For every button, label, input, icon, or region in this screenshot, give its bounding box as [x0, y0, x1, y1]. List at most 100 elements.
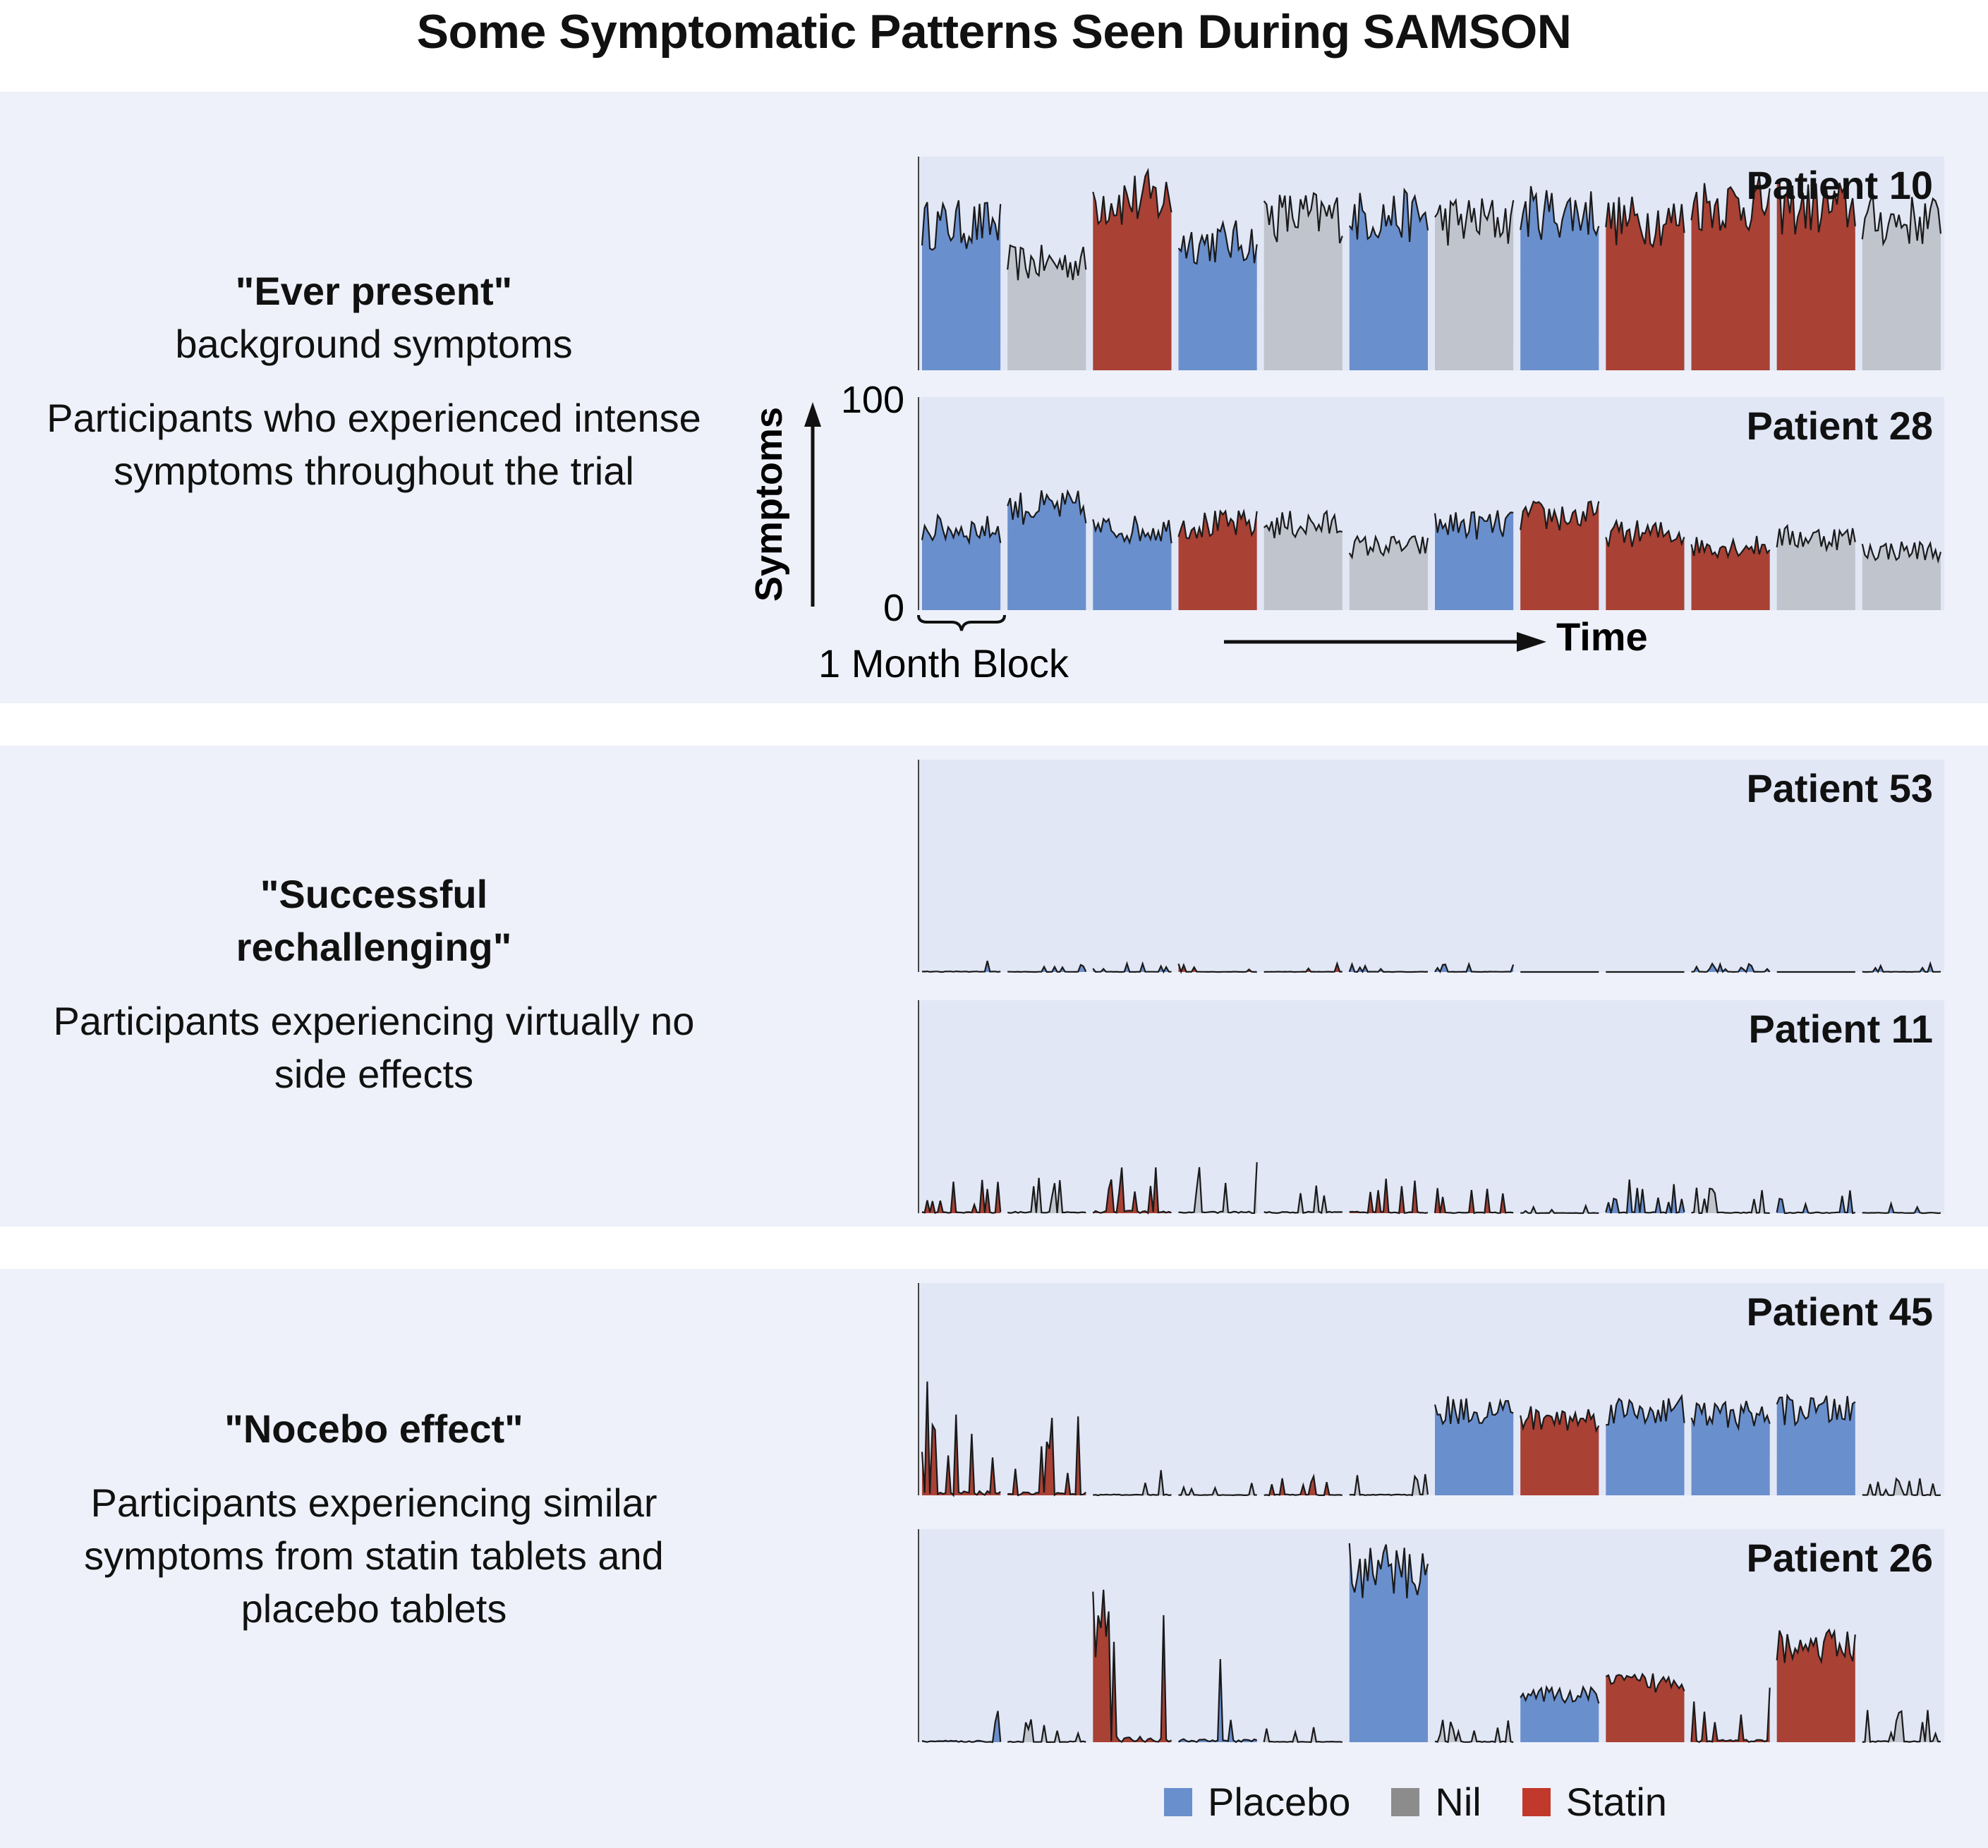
patient-label: Patient 10: [1746, 163, 1933, 207]
symptom-line: [1691, 961, 1771, 974]
section-subheading: background symptoms: [175, 322, 573, 366]
symptom-line: [1520, 1203, 1599, 1215]
symptom-line: [1434, 1720, 1514, 1744]
symptom-line: [1348, 188, 1429, 243]
symptom-line: [1177, 1659, 1258, 1744]
block-area-nil: [1007, 1719, 1086, 1742]
block-area-nil: [1263, 511, 1342, 610]
block-area-placebo: [1691, 1401, 1770, 1495]
block-label: 1 Month Block: [818, 641, 1069, 686]
block-area-statin: [1776, 1629, 1855, 1742]
block-area-statin: [922, 1381, 1001, 1495]
y-axis-label: Symptoms: [748, 407, 790, 602]
symptom-line: [1007, 1177, 1086, 1214]
panel-background: [919, 1000, 1944, 1213]
panel-background: [919, 760, 1944, 972]
symptom-line: [1862, 1710, 1941, 1743]
section-heading: "Successful rechallenging": [236, 872, 512, 969]
symptom-line: [1605, 518, 1685, 547]
symptom-line: [1349, 1179, 1429, 1215]
legend-label: Nil: [1435, 1780, 1481, 1824]
symptom-line: [1092, 1167, 1172, 1215]
symptom-line: [1605, 1179, 1685, 1215]
block-area-placebo: [1349, 1543, 1428, 1742]
symptom-line: [1520, 500, 1600, 531]
symptom-line: [1434, 1188, 1514, 1215]
symptom-line: [1178, 1162, 1258, 1215]
symptom-line: [1862, 1477, 1941, 1497]
symptom-line: [1092, 167, 1172, 226]
symptom-line: [1606, 1394, 1685, 1426]
legend-item-statin: Statin: [1522, 1779, 1667, 1825]
symptom-line: [1690, 175, 1771, 232]
symptom-line: [1263, 1473, 1342, 1497]
page-title: Some Symptomatic Patterns Seen During SA…: [416, 5, 1572, 59]
legend: Placebo Nil Statin: [1164, 1779, 1708, 1825]
legend-item-nil: Nil: [1391, 1779, 1481, 1825]
block-area-nil: [1435, 198, 1514, 370]
block-area-placebo: [1520, 1686, 1599, 1742]
block-area-statin: [1520, 501, 1599, 610]
block-area-statin: [1606, 196, 1685, 370]
time-arrow-head: [1517, 632, 1546, 652]
symptom-line: [1605, 1672, 1685, 1693]
section-text: Participants experiencing similar sympto…: [84, 1481, 664, 1631]
symptom-line: [1776, 1190, 1856, 1215]
symptom-line: [1007, 489, 1087, 525]
symptom-line: [1093, 1470, 1172, 1497]
symptom-line: [1862, 1200, 1941, 1215]
block-area-statin: [1093, 170, 1172, 371]
symptom-line: [1007, 963, 1087, 973]
symptom-line: [1263, 1727, 1342, 1744]
block-area-placebo: [1435, 1396, 1514, 1495]
patient-label: Patient 28: [1746, 403, 1933, 448]
block-area-statin: [1606, 1673, 1685, 1742]
symptom-line: [921, 200, 1002, 251]
block-area-statin: [1691, 535, 1770, 610]
symptom-line: [1177, 219, 1258, 265]
symptom-line: [1263, 192, 1343, 244]
symptom-line: [1434, 510, 1514, 540]
symptom-line: [1349, 1473, 1429, 1497]
block-area-placebo: [1606, 1396, 1685, 1495]
symptom-line: [1434, 961, 1515, 973]
symptom-line: [1092, 1589, 1172, 1743]
section-heading: "Nocebo effect": [224, 1406, 523, 1451]
symptom-line: [1776, 523, 1856, 553]
block-area-placebo: [1776, 1395, 1855, 1495]
panel-background: [919, 397, 1944, 610]
block-area-placebo: [922, 200, 1001, 370]
legend-label: Placebo: [1208, 1780, 1351, 1824]
legend-label: Statin: [1565, 1780, 1667, 1824]
symptom-line: [1092, 961, 1172, 974]
symptom-line: [1348, 961, 1429, 973]
symptom-line: [1690, 1400, 1771, 1432]
block-area-nil: [1178, 1162, 1257, 1213]
symptom-line: [1862, 961, 1941, 974]
block-area-placebo: [922, 515, 1001, 610]
symptom-line: [1520, 186, 1600, 241]
section-description-nocebo-effect: "Nocebo effect" Participants experiencin…: [14, 1402, 734, 1635]
symptom-line: [921, 513, 1002, 546]
symptom-line: [1007, 1719, 1086, 1744]
symptom-line: [921, 961, 1001, 973]
symptom-line: [1177, 509, 1258, 540]
month-block-brace: [917, 614, 1006, 631]
panel-background: [919, 1529, 1944, 1742]
patient-label: Patient 45: [1746, 1289, 1933, 1334]
block-area-statin: [1691, 175, 1770, 370]
legend-swatch-statin: [1522, 1787, 1551, 1816]
block-area-placebo: [1520, 186, 1599, 370]
block-area-statin: [1606, 520, 1685, 610]
section-description-successful-rechallenging: "Successful rechallenging" Participants …: [14, 868, 734, 1100]
block-area-nil: [1349, 536, 1428, 610]
symptom-line: [1605, 196, 1685, 249]
symptom-line: [1691, 1187, 1770, 1215]
block-area-nil: [1862, 542, 1941, 610]
symptom-line: [1776, 1393, 1856, 1427]
time-label: Time: [1556, 614, 1648, 659]
panel-background: [919, 1283, 1944, 1495]
symptom-line: [921, 1710, 1002, 1744]
block-area-statin: [1435, 1188, 1514, 1213]
symptom-line: [1263, 961, 1342, 973]
